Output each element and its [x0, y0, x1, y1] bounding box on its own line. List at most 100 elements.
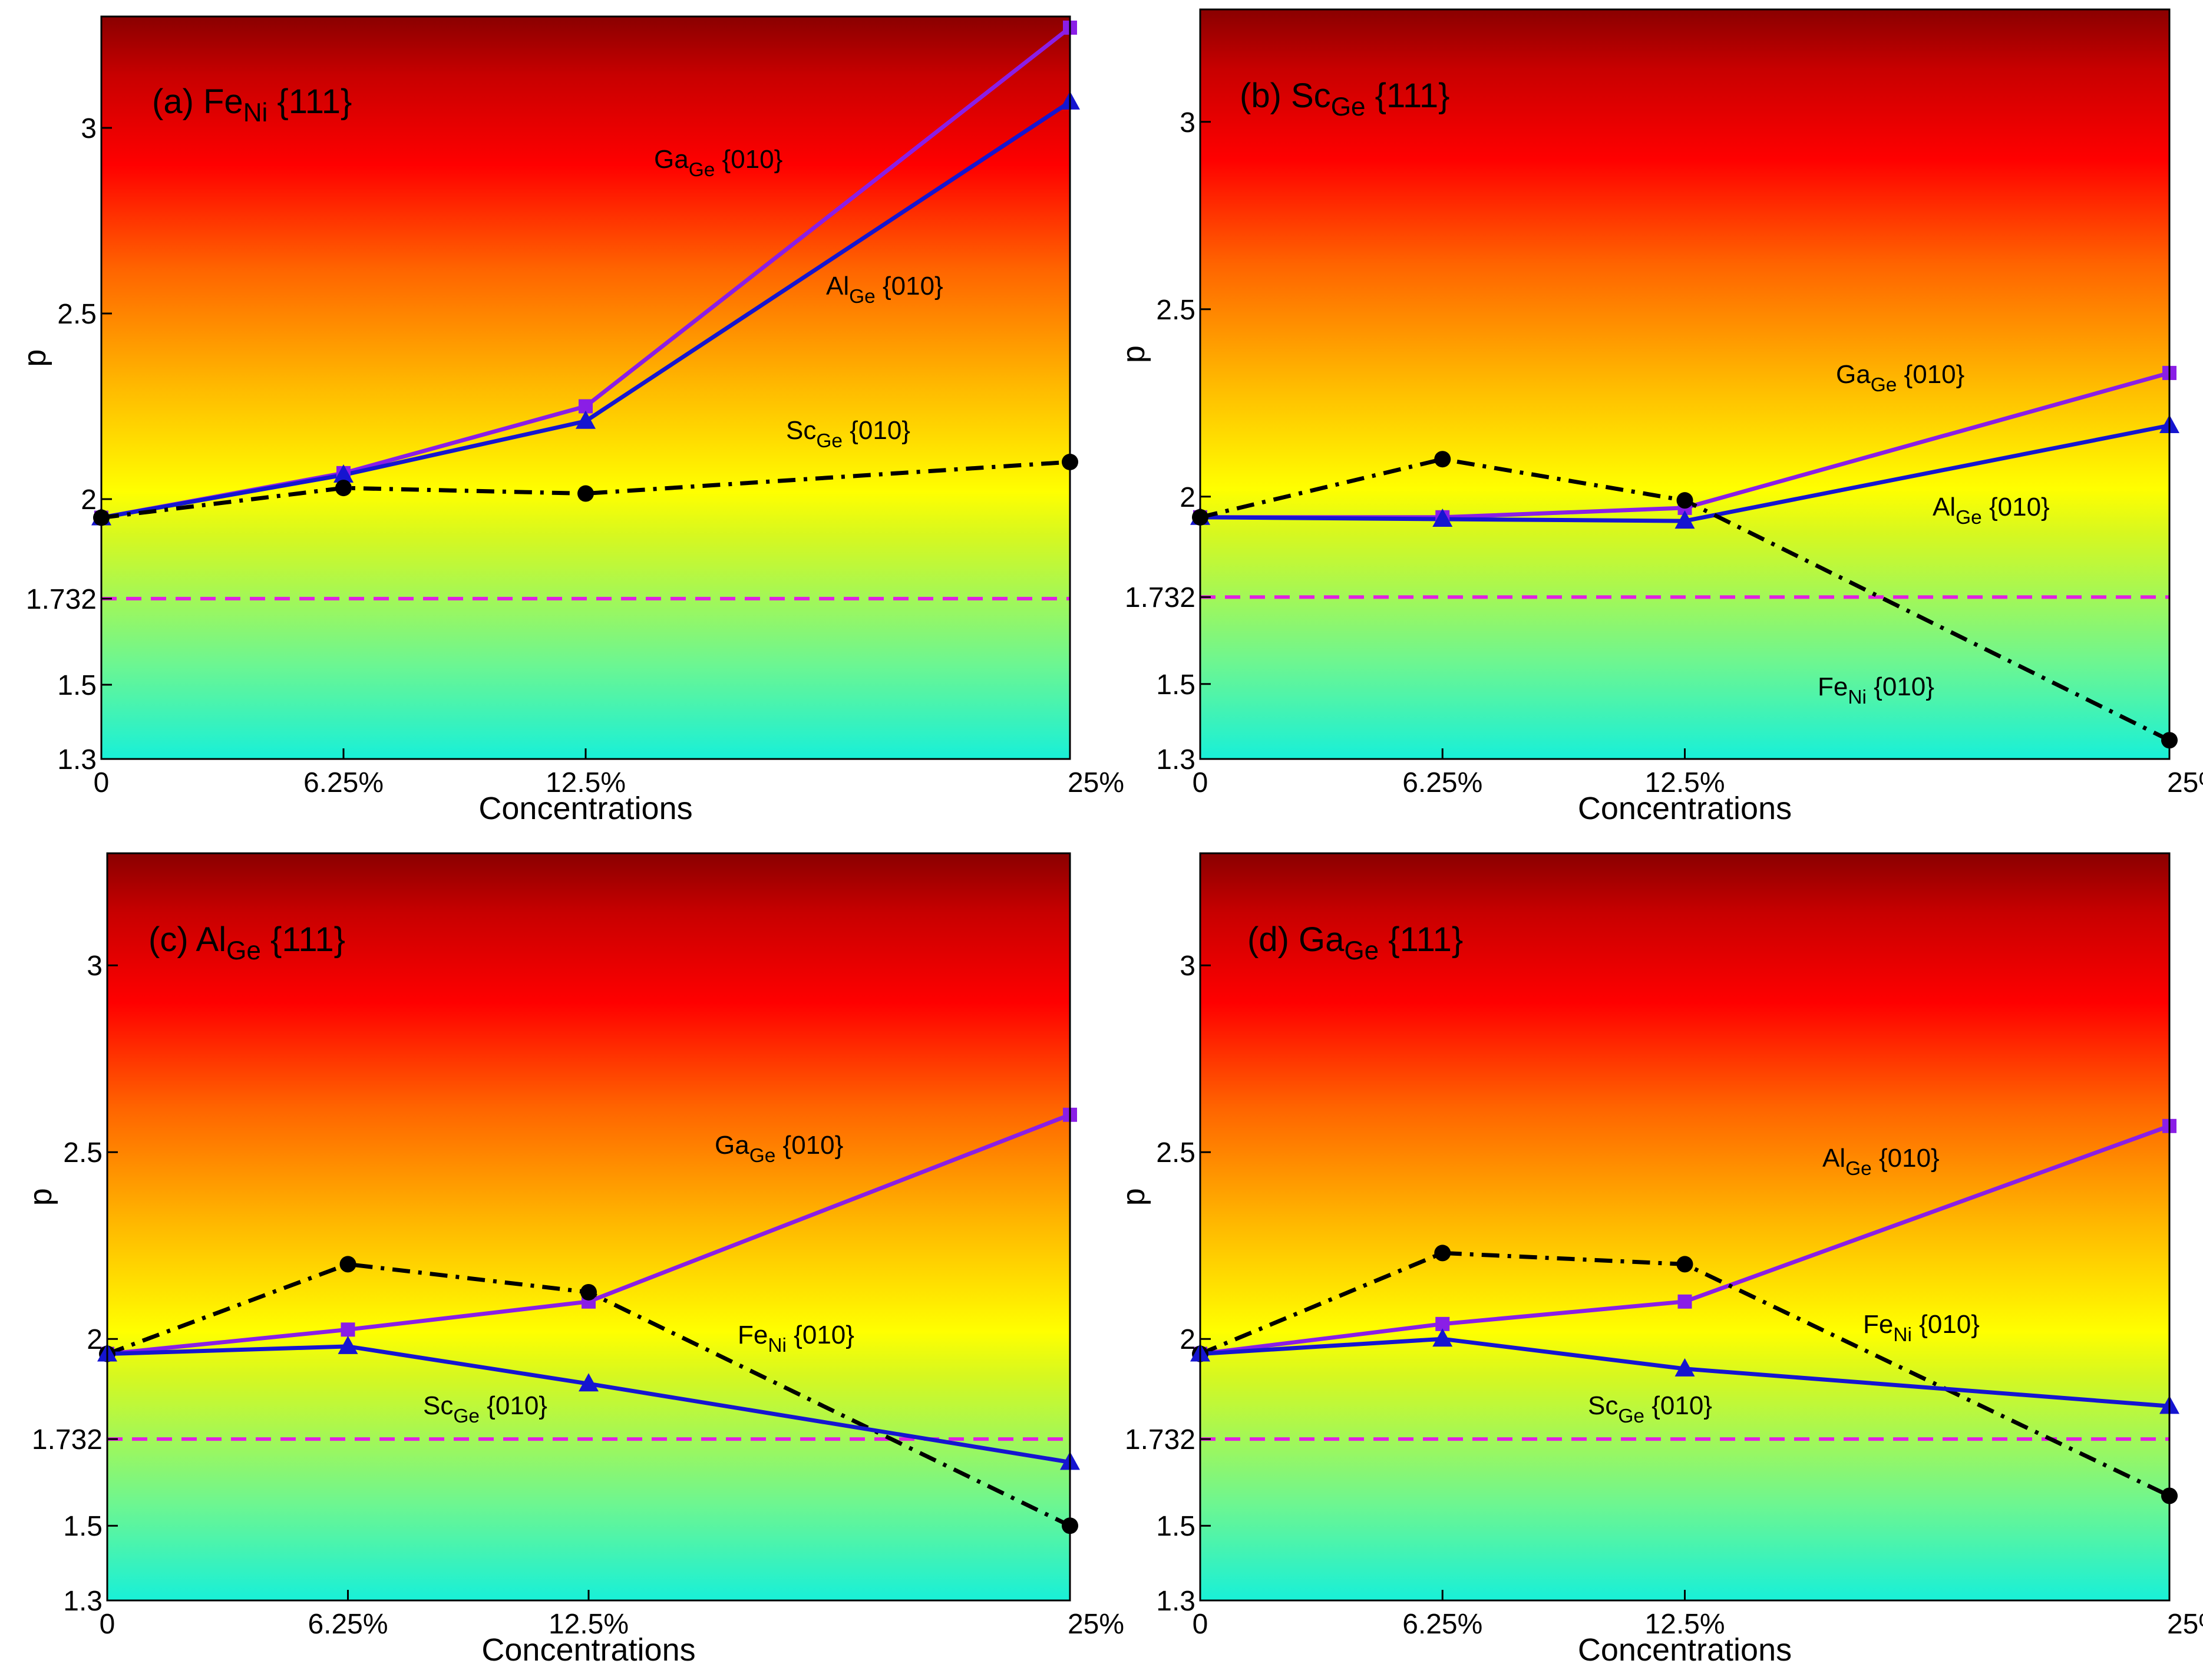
data-point [1677, 1294, 1692, 1309]
x-tick-label: 6.25% [1402, 1609, 1482, 1640]
panel-title: (a) FeNi {111} [152, 82, 352, 127]
series-annotation: GaGe {010} [1836, 360, 1964, 396]
series-line-2 [101, 460, 1071, 520]
series-line-0 [107, 1113, 1071, 1356]
series-line-1 [101, 100, 1071, 520]
y-tick-label: 1.5 [1156, 1511, 1195, 1542]
series-annotation: GaGe {010} [654, 145, 782, 181]
series-annotation: GaGe {010} [715, 1131, 843, 1167]
y-tick-label: 1.732 [32, 1424, 103, 1455]
data-point [1432, 1328, 1453, 1347]
series-line-2 [1200, 457, 2171, 742]
panel-title: (c) AlGe {111} [148, 920, 345, 965]
x-axis-label: Concentrations [478, 791, 692, 826]
y-tick-label: 1.3 [1156, 1586, 1195, 1617]
y-tick-label: 3 [81, 113, 97, 144]
x-tick-label: 6.25% [1402, 767, 1482, 798]
y-tick-label: 2 [1180, 1324, 1195, 1355]
y-axis-label: p [1116, 345, 1151, 363]
data-point [580, 1283, 597, 1301]
series-annotation: ScGe {010} [423, 1391, 547, 1427]
data-point [577, 485, 594, 502]
y-tick-label: 1.5 [1156, 669, 1195, 701]
x-tick-label: 25% [2167, 1609, 2203, 1640]
data-point [339, 1256, 356, 1273]
gradient-background [1200, 853, 2169, 1600]
gradient-background [101, 16, 1070, 759]
series-annotation: AlGe {010} [1822, 1144, 1940, 1180]
x-tick-label: 6.25% [303, 767, 384, 798]
chart-panel-c: 1.3 1.5 1.732 2 2.5 3 0 6.25% 12.5% 25% Concentrat… [23, 852, 1124, 1668]
y-tick-label: 1.5 [63, 1511, 103, 1542]
y-tick-label: 3 [1180, 107, 1195, 138]
y-tick-label: 1.732 [26, 584, 97, 615]
x-tick-label: 25% [1068, 1609, 1124, 1640]
y-tick-label: 2 [81, 484, 97, 516]
chart-panel-a: 1.3 1.5 1.732 2 2.5 3 0 6.25% 12.5% 25% Concentrat… [17, 15, 1124, 826]
series-line-0 [1200, 1124, 2171, 1356]
series-line-1 [106, 1262, 1071, 1528]
data-point [1434, 451, 1451, 468]
y-tick-label: 1.3 [57, 744, 97, 775]
y-tick-label: 2 [1180, 482, 1195, 513]
x-axis-label: Concentrations [1578, 791, 1792, 826]
data-point [338, 1335, 358, 1354]
x-axis-label: Concentrations [481, 1632, 695, 1668]
x-tick-label: 0 [100, 1609, 115, 1640]
series-annotation: FeNi {010} [1818, 672, 1934, 708]
x-tick-label: 25% [1068, 767, 1124, 798]
y-axis-label: p [23, 1188, 58, 1206]
gradient-background [107, 853, 1070, 1600]
x-tick-label: 25% [2167, 767, 2203, 798]
y-tick-label: 2 [87, 1324, 103, 1355]
data-point [1676, 1256, 1693, 1273]
y-tick-label: 2.5 [1156, 1137, 1195, 1169]
x-tick-label: 0 [94, 767, 110, 798]
y-tick-label: 1.3 [1156, 744, 1195, 775]
data-point [1674, 510, 1695, 529]
data-point [579, 1373, 599, 1392]
x-tick-label: 12.5% [1644, 1609, 1725, 1640]
data-point [1676, 492, 1693, 509]
x-tick-label: 12.5% [549, 1609, 629, 1640]
data-point [576, 410, 596, 429]
y-tick-label: 1.732 [1125, 582, 1195, 613]
y-tick-label: 3 [87, 950, 103, 982]
series-annotation: FeNi {010} [1863, 1310, 1980, 1346]
y-tick-label: 2.5 [1156, 295, 1195, 326]
data-point [335, 480, 352, 497]
series-line-2 [1200, 1336, 2170, 1408]
panel-title: (b) ScGe {111} [1240, 77, 1450, 121]
data-point [1432, 508, 1453, 527]
series-line-1 [1200, 423, 2170, 523]
y-tick-label: 2.5 [57, 299, 97, 330]
gradient-background [1200, 9, 2169, 759]
x-axis-label: Concentrations [1578, 1632, 1792, 1668]
y-tick-label: 1.3 [63, 1586, 103, 1617]
series-annotation: FeNi {010} [738, 1321, 854, 1356]
series-annotation: ScGe {010} [1588, 1391, 1712, 1427]
chart-panel-b: 1.3 1.5 1.732 2 2.5 3 0 6.25% 12.5% 25% Concentrat… [1116, 8, 2203, 826]
chart-panel-d: 1.3 1.5 1.732 2 2.5 3 0 6.25% 12.5% 25% Concentrat… [1116, 852, 2203, 1668]
y-axis-label: p [1116, 1188, 1151, 1206]
panel-title: (d) GaGe {111} [1247, 920, 1463, 965]
series-line-2 [107, 1344, 1071, 1464]
y-axis-label: p [17, 349, 52, 367]
y-tick-label: 1.5 [57, 670, 97, 701]
y-tick-label: 3 [1180, 950, 1195, 982]
x-tick-label: 12.5% [546, 767, 626, 798]
series-annotation: AlGe {010} [1933, 493, 2050, 529]
series-annotation: AlGe {010} [826, 272, 943, 308]
data-point [1674, 1358, 1695, 1377]
x-tick-label: 6.25% [308, 1609, 388, 1640]
data-point [1434, 1245, 1451, 1262]
x-tick-label: 12.5% [1644, 767, 1725, 798]
x-tick-label: 0 [1193, 1609, 1208, 1640]
series-annotation: ScGe {010} [786, 416, 910, 452]
x-tick-label: 0 [1193, 767, 1208, 798]
y-tick-label: 2.5 [63, 1137, 103, 1169]
data-point [341, 1322, 355, 1337]
y-tick-label: 1.732 [1125, 1424, 1195, 1455]
data-point [333, 464, 354, 483]
